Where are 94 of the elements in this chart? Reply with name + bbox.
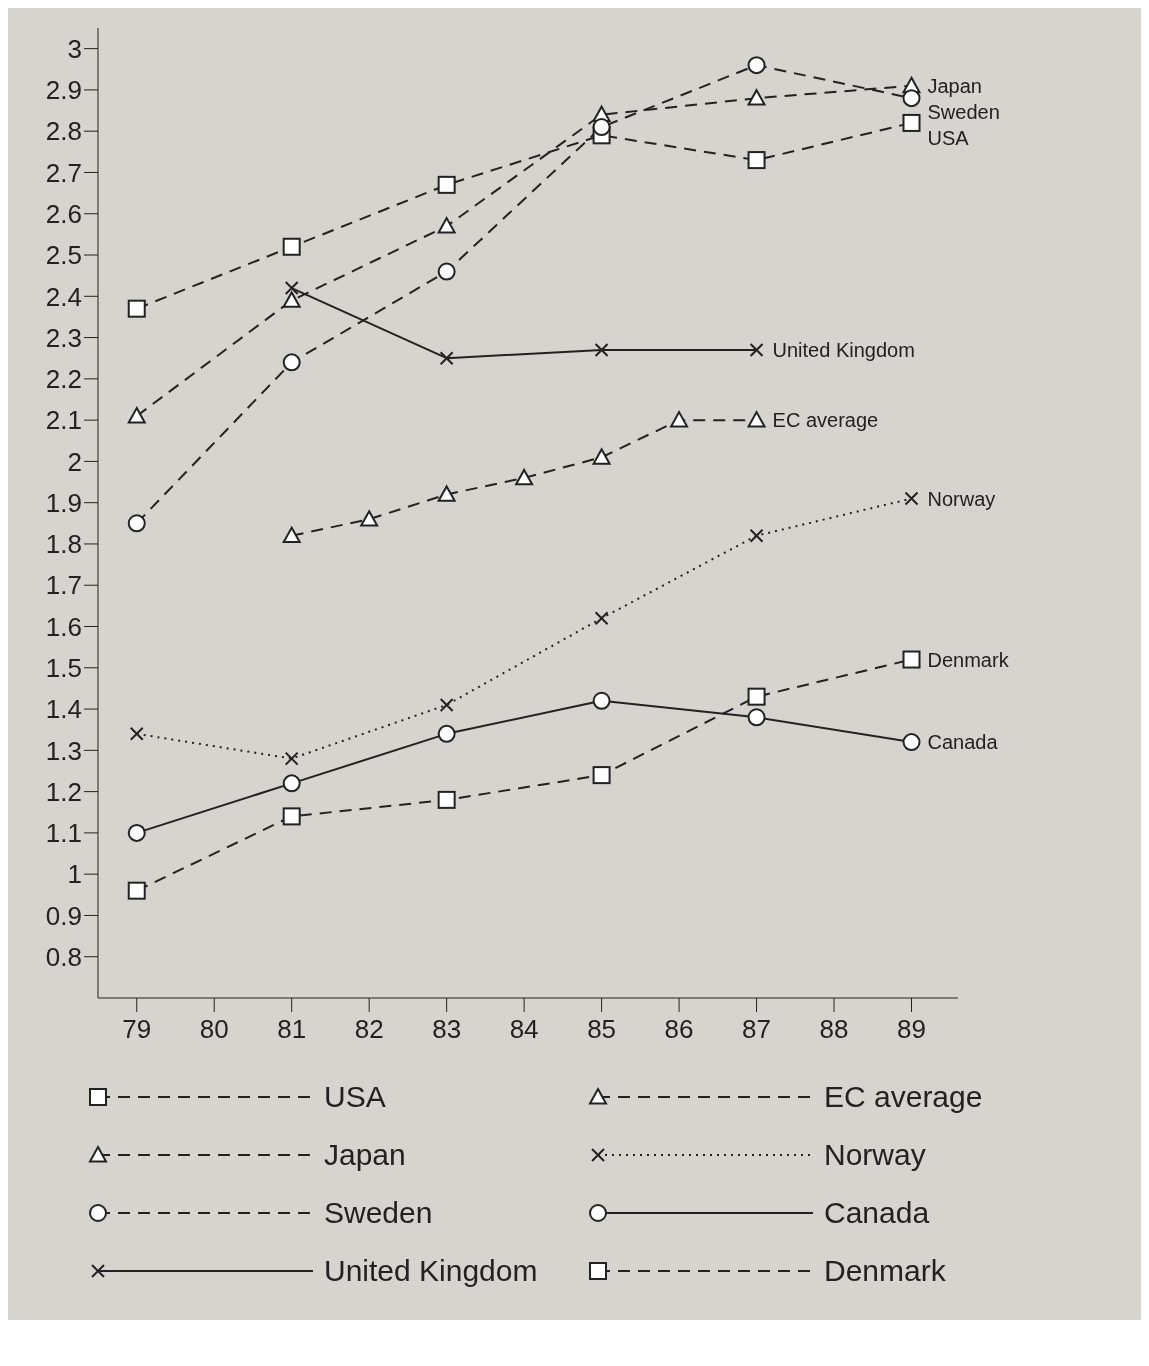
point	[594, 342, 609, 357]
point	[282, 526, 301, 544]
point	[749, 342, 764, 357]
text: Norway	[824, 1138, 926, 1171]
x-tick-label: 82	[354, 1014, 384, 1045]
point	[437, 262, 456, 281]
y-tick-label: 2.1	[45, 405, 82, 436]
y-tick-label: 1.2	[45, 776, 82, 807]
y-tick-label: 2.6	[45, 198, 82, 229]
y-tick-label: 3	[67, 33, 82, 64]
y-tick-label: 2.8	[45, 116, 82, 147]
point	[592, 118, 611, 137]
point	[127, 823, 146, 842]
point	[127, 407, 146, 424]
point	[282, 774, 301, 793]
y-tick-label: 2.7	[45, 157, 82, 188]
point	[749, 528, 764, 543]
point	[747, 151, 766, 170]
point	[902, 89, 921, 108]
text: Denmark	[824, 1254, 946, 1287]
series-label: Sweden	[927, 100, 1000, 123]
series-label: Norway	[927, 487, 996, 510]
point	[747, 411, 766, 428]
y-tick-label: 1.6	[45, 611, 82, 642]
point	[747, 687, 766, 706]
y-tick-label: 1.3	[45, 735, 82, 766]
point	[747, 708, 766, 727]
x-tick-label: 86	[664, 1014, 694, 1045]
text: EC average	[824, 1080, 983, 1113]
point	[592, 691, 611, 710]
point	[515, 468, 534, 486]
y-tick-label: 0.9	[45, 900, 82, 931]
x-tick-label: 89	[897, 1014, 926, 1045]
point	[592, 766, 611, 785]
point	[282, 291, 301, 308]
series-label: Japan	[927, 74, 983, 97]
y-tick-label: 1.4	[45, 694, 82, 725]
y-tick-label: 0.8	[45, 941, 82, 972]
point	[437, 175, 456, 194]
text: United Kingdom	[772, 338, 915, 361]
y-tick-label: 2.4	[45, 281, 82, 312]
point	[902, 113, 921, 132]
point	[904, 491, 919, 506]
x-tick-label: 85	[587, 1014, 617, 1045]
point	[594, 611, 609, 626]
x-tick-label: 80	[199, 1014, 229, 1045]
text: Canada	[824, 1196, 930, 1229]
point	[127, 514, 146, 533]
series-label: USA	[927, 126, 970, 149]
point	[437, 485, 456, 502]
point	[437, 217, 456, 234]
y-tick-label: 1.7	[45, 570, 82, 601]
point	[592, 448, 611, 465]
point	[284, 751, 299, 766]
y-tick-label: 2	[67, 446, 82, 477]
y-tick-label: 1.5	[45, 653, 82, 684]
y-tick-label: 1.9	[45, 487, 82, 518]
y-tick-label: 1.8	[45, 529, 82, 560]
y-tick-label: 2.3	[45, 322, 82, 353]
point	[127, 881, 146, 900]
text: USA	[324, 1080, 386, 1113]
x-tick-label: 84	[509, 1014, 539, 1045]
text: Japan	[324, 1138, 406, 1171]
y-tick-label: 1	[67, 859, 82, 890]
x-tick-label: 88	[819, 1014, 849, 1045]
point	[360, 510, 379, 527]
point	[902, 650, 921, 669]
y-tick-label: 2.5	[45, 240, 82, 271]
point	[439, 351, 454, 366]
x-tick-label: 79	[122, 1014, 152, 1045]
point	[437, 790, 456, 809]
point	[284, 281, 299, 296]
point	[439, 697, 454, 712]
point	[747, 89, 766, 106]
point	[747, 56, 766, 75]
x-tick-label: 83	[432, 1014, 462, 1045]
point	[282, 353, 301, 372]
point	[282, 237, 301, 256]
legend-label: United Kingdom	[324, 1254, 538, 1288]
point	[437, 724, 456, 743]
point	[670, 411, 689, 428]
point	[282, 807, 301, 826]
x-tick-label: 81	[277, 1014, 307, 1045]
series-label: Denmark	[927, 648, 1010, 671]
x-tick-label: 87	[742, 1014, 772, 1045]
y-tick-label: 2.9	[45, 75, 82, 106]
point	[129, 726, 144, 741]
y-tick-label: 2.2	[45, 364, 82, 395]
series-label: EC average	[772, 409, 879, 432]
series-label: Canada	[927, 731, 999, 754]
point	[902, 733, 921, 752]
text: Sweden	[324, 1196, 433, 1229]
y-tick-label: 1.1	[45, 818, 82, 849]
point	[127, 299, 146, 318]
